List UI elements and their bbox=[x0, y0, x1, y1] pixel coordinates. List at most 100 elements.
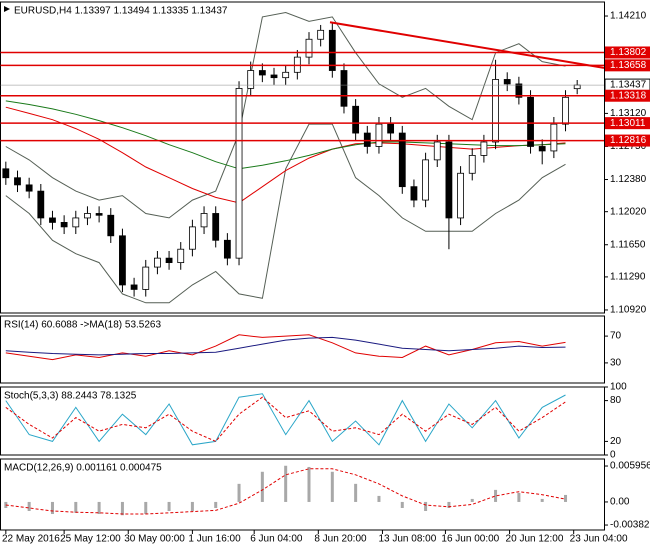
indicator-line bbox=[5, 123, 566, 304]
histogram-bar bbox=[354, 483, 358, 502]
histogram-bar bbox=[144, 501, 148, 515]
histogram-bar bbox=[470, 498, 474, 502]
candle-body bbox=[25, 184, 33, 192]
title-icon bbox=[4, 6, 10, 12]
panel-title: EURUSD,H4 1.13397 1.13494 1.13335 1.1343… bbox=[14, 6, 228, 17]
panel-plot bbox=[5, 393, 566, 446]
panel-frame bbox=[0, 1, 605, 314]
candle-body bbox=[328, 29, 336, 71]
x-tick-label: 30 May 00:00 bbox=[124, 534, 185, 545]
candle-body bbox=[247, 70, 255, 89]
indicator-line bbox=[5, 100, 566, 170]
y-tick-label: 1.11650 bbox=[610, 239, 646, 250]
y-tick-label: 1.13120 bbox=[610, 108, 647, 119]
x-tick-label: 25 May 12:00 bbox=[60, 534, 121, 545]
candle-body bbox=[177, 248, 185, 264]
x-tick-label: 1 Jun 16:00 bbox=[188, 534, 241, 545]
indicator-line bbox=[5, 396, 566, 443]
candle-body bbox=[387, 123, 395, 134]
candle-body bbox=[340, 70, 348, 107]
histogram-bar bbox=[284, 465, 288, 502]
y-tick-label: 1.10920 bbox=[610, 305, 647, 316]
candle-body bbox=[562, 96, 569, 125]
candle-body bbox=[119, 235, 126, 286]
candle-body bbox=[538, 146, 546, 152]
x-tick-label: 6 Jun 04:00 bbox=[250, 534, 303, 545]
level-label: 1.13658 bbox=[610, 60, 647, 71]
indicator-line bbox=[5, 336, 566, 356]
level-label: 1.12816 bbox=[610, 135, 647, 146]
level-box bbox=[605, 89, 650, 102]
candle-body bbox=[527, 96, 534, 147]
candle-body bbox=[60, 222, 68, 228]
y-tick-label: 100 bbox=[610, 382, 627, 393]
candle-body bbox=[492, 79, 499, 143]
panel-plot bbox=[4, 465, 568, 516]
candle-body bbox=[49, 217, 56, 223]
candle-body bbox=[212, 213, 220, 241]
histogram-bar bbox=[214, 501, 218, 508]
candle-body bbox=[352, 105, 360, 134]
candle-body bbox=[188, 226, 196, 250]
candle-body bbox=[410, 186, 418, 201]
candle-body bbox=[142, 266, 150, 290]
candle-body bbox=[375, 123, 383, 147]
candle-body bbox=[2, 168, 10, 179]
candle-body bbox=[258, 70, 266, 76]
candle-body bbox=[84, 213, 91, 219]
histogram-bar bbox=[167, 501, 171, 511]
histogram-bar bbox=[494, 489, 498, 502]
histogram-bar bbox=[447, 501, 451, 508]
candle-body bbox=[515, 83, 523, 98]
y-tick-label: 20 bbox=[610, 436, 622, 447]
candle-body bbox=[154, 257, 161, 268]
panel-title: RSI(14) 60.6088 ->MA(18) 53.5263 bbox=[4, 320, 161, 331]
histogram-bar bbox=[237, 483, 241, 502]
y-tick-label: 1.12020 bbox=[610, 206, 647, 217]
candle-body bbox=[14, 177, 21, 186]
panel-title: MACD(12,26,9) 0.001161 0.000475 bbox=[4, 463, 162, 474]
indicator-line bbox=[5, 11, 566, 219]
level-box bbox=[605, 59, 650, 72]
y-tick-label: 0 bbox=[610, 450, 616, 461]
candle-body bbox=[130, 284, 138, 290]
histogram-bar bbox=[377, 495, 381, 502]
histogram-bar bbox=[424, 501, 428, 511]
candle-body bbox=[445, 141, 453, 219]
histogram-bar bbox=[564, 494, 568, 502]
y-tick-label: 1.11290 bbox=[610, 272, 646, 283]
histogram-bar bbox=[517, 492, 521, 502]
level-label: 1.13011 bbox=[610, 118, 646, 129]
y-tick-label: 1.12380 bbox=[610, 174, 647, 185]
candle-body bbox=[398, 132, 406, 188]
histogram-bar bbox=[400, 501, 404, 508]
y-tick-label: 70 bbox=[610, 331, 622, 342]
candle-body bbox=[305, 38, 313, 58]
level-label: 1.13318 bbox=[610, 90, 647, 101]
y-tick-label: 0.005956 bbox=[610, 461, 650, 472]
histogram-bar bbox=[50, 501, 54, 515]
y-tick-label: 0.00 bbox=[610, 497, 630, 508]
histogram-bar bbox=[260, 471, 264, 502]
y-tick-label: -0.003827 bbox=[610, 520, 650, 531]
histogram-bar bbox=[540, 498, 544, 502]
trend-line bbox=[329, 21, 605, 69]
candle-body bbox=[457, 172, 464, 219]
candle-body bbox=[468, 155, 476, 174]
histogram-bar bbox=[190, 501, 194, 511]
histogram-bar bbox=[97, 501, 101, 515]
x-tick-label: 13 Jun 08:00 bbox=[378, 534, 436, 545]
candle-body bbox=[503, 79, 511, 85]
candle-body bbox=[433, 141, 441, 161]
candle-body bbox=[235, 87, 243, 259]
candle-body bbox=[165, 257, 173, 264]
histogram-bar bbox=[307, 466, 311, 502]
x-tick-label: 16 Jun 00:00 bbox=[441, 534, 499, 545]
level-box bbox=[605, 117, 650, 130]
candle-body bbox=[282, 71, 290, 79]
candle-body bbox=[317, 29, 325, 40]
histogram-bar bbox=[27, 501, 31, 511]
panel-frame bbox=[0, 315, 605, 384]
y-tick-label: 30 bbox=[610, 358, 622, 369]
